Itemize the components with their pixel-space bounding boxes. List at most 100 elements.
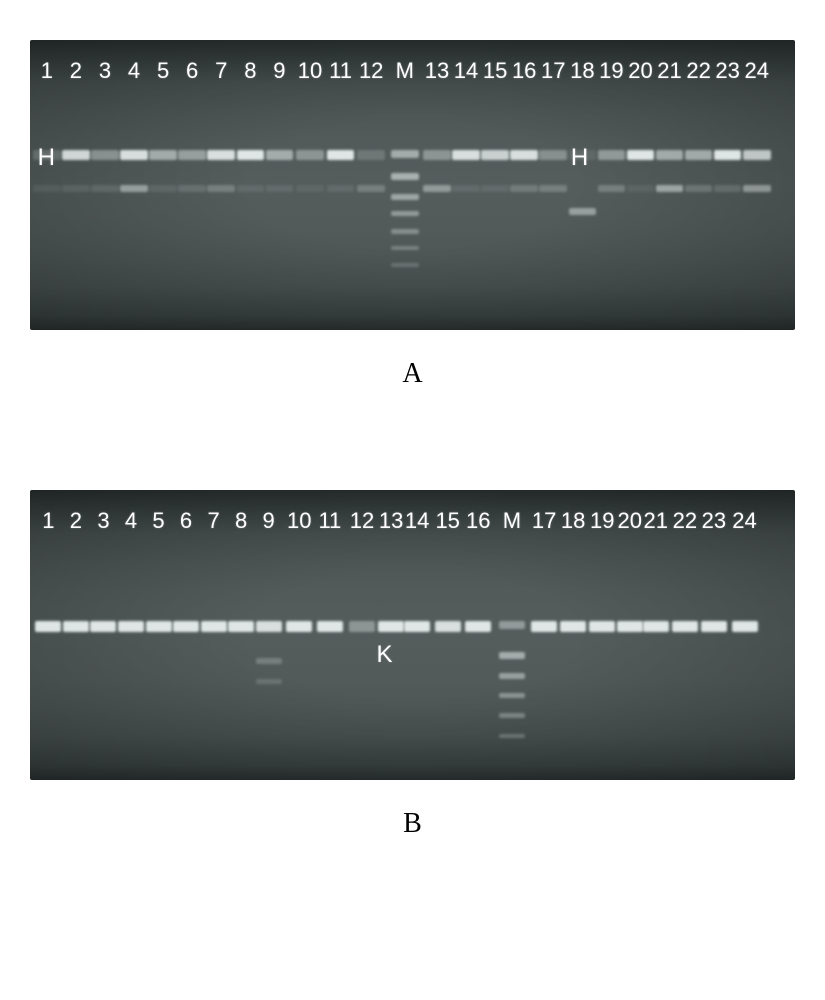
lane-label: 13 bbox=[425, 58, 449, 84]
gel-band-main bbox=[35, 621, 61, 632]
marker-band bbox=[391, 194, 419, 200]
lane-label: 2 bbox=[70, 508, 82, 534]
gel-band-main bbox=[91, 150, 119, 160]
lane-label: 16 bbox=[512, 58, 536, 84]
lane-label: 14 bbox=[405, 508, 429, 534]
lane-label: 17 bbox=[541, 58, 565, 84]
gel-band-main bbox=[435, 621, 461, 632]
lane-label: 7 bbox=[215, 58, 227, 84]
gel-band-main bbox=[701, 621, 727, 632]
lane-label: 10 bbox=[298, 58, 322, 84]
gel-image-b: 12345678910111213141516M1718192021222324… bbox=[30, 490, 795, 780]
marker-band bbox=[499, 673, 525, 679]
gel-band-main bbox=[207, 150, 235, 160]
gel-band-main bbox=[286, 621, 312, 632]
gel-band-main bbox=[531, 621, 557, 632]
gel-band-secondary bbox=[743, 185, 771, 192]
lane-label: 21 bbox=[657, 58, 681, 84]
gel-band-main bbox=[560, 621, 586, 632]
lane-label: M bbox=[503, 508, 521, 534]
gel-band-secondary bbox=[149, 185, 177, 192]
lane-label: 20 bbox=[618, 508, 642, 534]
lane-label: 5 bbox=[157, 58, 169, 84]
gel-band-main bbox=[598, 150, 626, 160]
gel-annotation: K bbox=[377, 641, 393, 669]
figure-container: 123456789101112M131415161718192021222324… bbox=[0, 0, 825, 880]
marker-band bbox=[391, 263, 419, 267]
gel-band-main bbox=[510, 150, 538, 160]
lane-label: 12 bbox=[359, 58, 383, 84]
marker-band bbox=[499, 621, 525, 629]
gel-band-main bbox=[643, 621, 669, 632]
lane-label: 10 bbox=[287, 508, 311, 534]
gel-band-main bbox=[349, 621, 375, 632]
gel-band-main bbox=[685, 150, 713, 160]
marker-band bbox=[391, 229, 419, 234]
gel-band-secondary bbox=[481, 185, 509, 192]
gel-band-main bbox=[743, 150, 771, 160]
lane-label: 1 bbox=[42, 508, 54, 534]
gel-band-secondary bbox=[33, 185, 61, 192]
gel-band-secondary bbox=[178, 185, 206, 192]
marker-band bbox=[499, 652, 525, 659]
panel-label-b: B bbox=[30, 808, 795, 840]
gel-band-main bbox=[63, 621, 89, 632]
gel-band-secondary bbox=[296, 185, 324, 192]
gel-band-secondary bbox=[452, 185, 480, 192]
gel-band-main bbox=[714, 150, 742, 160]
lane-label: 23 bbox=[702, 508, 726, 534]
lane-label: 9 bbox=[273, 58, 285, 84]
gel-band-secondary bbox=[539, 185, 567, 192]
lane-label: 22 bbox=[673, 508, 697, 534]
lane-label: 14 bbox=[454, 58, 478, 84]
lane-label: 2 bbox=[70, 58, 82, 84]
gel-band-secondary bbox=[207, 185, 235, 192]
panel-label-a: A bbox=[30, 358, 795, 390]
lane-label: 4 bbox=[128, 58, 140, 84]
gel-band-secondary bbox=[91, 185, 119, 192]
gel-band-secondary bbox=[685, 185, 713, 192]
marker-band bbox=[499, 734, 525, 738]
lane-label: 19 bbox=[590, 508, 614, 534]
lane-label: 22 bbox=[686, 58, 710, 84]
gel-band-secondary bbox=[510, 185, 538, 192]
lane-label: 17 bbox=[532, 508, 556, 534]
gel-band-main bbox=[149, 150, 177, 160]
gel-band-main bbox=[62, 150, 90, 160]
gel-band-main bbox=[256, 621, 282, 632]
gel-band-secondary bbox=[656, 185, 684, 192]
lane-label: 3 bbox=[97, 508, 109, 534]
gel-band-main bbox=[228, 621, 254, 632]
gel-image-a: 123456789101112M131415161718192021222324… bbox=[30, 40, 795, 330]
lane-label: 11 bbox=[329, 58, 352, 84]
gel-band-main bbox=[237, 150, 265, 160]
gel-band-main bbox=[481, 150, 509, 160]
gel-panel-b: 12345678910111213141516M1718192021222324… bbox=[30, 490, 795, 840]
lane-label: 15 bbox=[483, 58, 507, 84]
gel-band-secondary bbox=[569, 208, 597, 215]
gel-band-secondary bbox=[62, 185, 90, 192]
lane-label: 8 bbox=[244, 58, 256, 84]
gel-band-main bbox=[465, 621, 491, 632]
gel-band-main bbox=[90, 621, 116, 632]
gel-band-secondary bbox=[237, 185, 265, 192]
gel-band-main bbox=[327, 150, 355, 160]
gel-band-main bbox=[539, 150, 567, 160]
gel-band-secondary bbox=[266, 185, 294, 192]
lane-label: 21 bbox=[644, 508, 668, 534]
marker-band bbox=[499, 713, 525, 718]
lane-labels-b: 12345678910111213141516M1718192021222324 bbox=[30, 508, 795, 538]
gel-band-secondary bbox=[327, 185, 355, 192]
lane-label: 4 bbox=[125, 508, 137, 534]
gel-band-main bbox=[296, 150, 324, 160]
lane-label: 23 bbox=[715, 58, 739, 84]
marker-band bbox=[391, 211, 419, 216]
lane-label: 11 bbox=[318, 508, 341, 534]
gel-band-main bbox=[120, 150, 148, 160]
gel-band-main bbox=[357, 150, 385, 160]
lane-label: M bbox=[396, 58, 414, 84]
gel-band-main bbox=[178, 150, 206, 160]
lane-label: 8 bbox=[235, 508, 247, 534]
lane-label: 12 bbox=[350, 508, 374, 534]
gel-band-main bbox=[173, 621, 199, 632]
